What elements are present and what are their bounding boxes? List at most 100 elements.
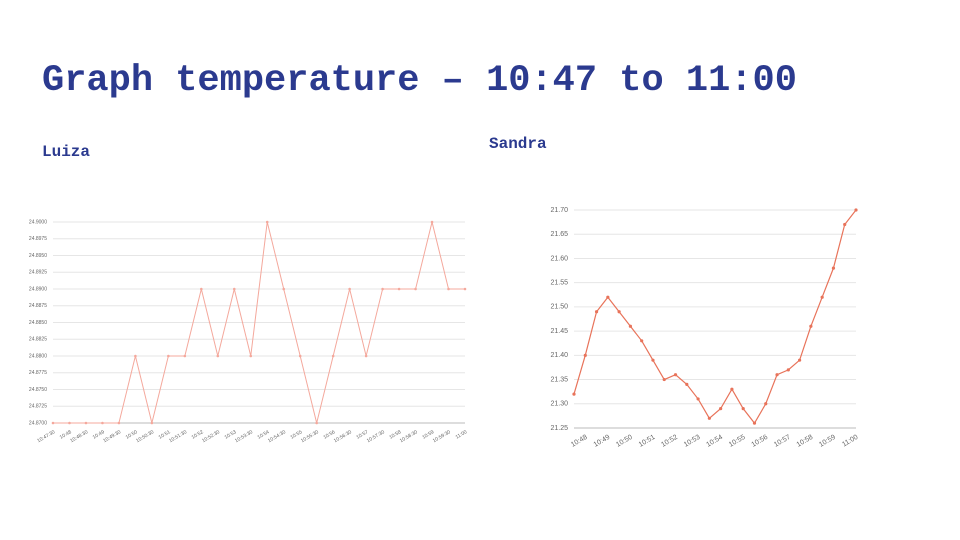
data-point [831,266,836,270]
y-tick-label: 24.8750 [29,387,47,393]
x-tick-label: 10:58:30 [399,429,419,444]
x-tick-label: 10:50:30 [135,429,155,444]
x-tick-label: 10:59 [421,429,435,441]
data-line [573,209,857,425]
data-point [651,358,655,362]
data-point [730,387,734,391]
x-tick-label: 10:48:30 [69,429,89,444]
data-point [298,354,302,358]
x-tick-label: 10:48 [59,429,73,441]
data-point [381,287,384,291]
data-point [854,208,858,212]
x-tick-label: 10:54 [257,429,271,441]
y-tick-label: 21.30 [550,401,568,408]
data-point [249,354,253,358]
y-tick-label: 24.8825 [29,337,47,343]
data-point [265,220,269,224]
x-tick-label: 10:55 [290,429,304,441]
x-tick-label: 10:59:30 [432,429,452,444]
y-tick-label: 24.9000 [29,219,47,225]
data-point [134,354,137,358]
data-point [617,310,621,314]
data-point [364,354,368,358]
y-tick-label: 24.8950 [29,253,47,259]
x-tick-label: 10:54:30 [267,429,287,444]
data-point [707,416,711,420]
data-point [150,421,154,425]
data-point [606,295,610,299]
x-tick-label: 10:57 [773,434,792,449]
slide-title: Graph temperature – 10:47 to 11:00 [42,60,797,102]
data-point [68,421,71,425]
data-point [696,397,700,401]
x-tick-label: 10:51 [158,429,172,441]
y-tick-label: 24.8900 [29,286,47,292]
data-point [786,368,790,372]
x-tick-label: 10:51:30 [168,429,188,444]
y-tick-label: 21.45 [550,328,568,335]
data-point [84,421,88,425]
data-point [820,295,824,299]
data-point [167,354,170,358]
data-point [282,287,286,291]
x-tick-label: 10:49 [92,429,106,441]
data-point [315,421,318,425]
y-tick-label: 24.8875 [29,303,47,309]
data-point [348,287,351,291]
x-tick-label: 10:53 [224,429,238,441]
data-point [628,324,633,328]
x-tick-label: 10:49 [593,434,612,449]
x-tick-label: 10:52:30 [201,429,221,444]
y-tick-label: 24.8925 [29,270,47,276]
y-tick-label: 21.40 [550,352,568,359]
data-point [685,382,689,386]
x-tick-label: 10:58 [388,429,402,441]
x-tick-label: 10:59 [818,434,837,449]
y-tick-label: 24.8850 [29,320,47,326]
x-tick-label: 10:56 [322,429,336,441]
x-tick-label: 10:55:30 [300,429,320,444]
data-point [775,373,779,377]
data-point [397,287,401,291]
y-tick-label: 21.60 [550,255,568,262]
y-tick-label: 24.8975 [29,236,47,242]
y-tick-label: 24.8800 [29,353,47,359]
x-tick-label: 10:53 [683,434,702,449]
data-point [572,392,576,396]
y-tick-label: 21.70 [550,207,568,214]
y-tick-label: 21.35 [550,376,568,383]
y-tick-label: 24.8775 [29,370,47,376]
data-line [53,221,465,424]
data-point [117,421,121,425]
data-point [662,377,666,382]
x-tick-label: 10:52 [191,429,205,441]
data-point [101,421,104,425]
x-tick-label: 10:54 [705,434,724,449]
data-point [232,287,236,291]
x-tick-label: 10:56:30 [333,429,353,444]
data-point [843,222,847,227]
data-point [51,421,55,425]
x-tick-label: 10:57:30 [366,429,386,444]
data-point [640,339,644,343]
data-point [583,353,587,357]
data-point [809,324,813,328]
x-tick-label: 10:55 [728,434,747,449]
data-point [331,354,335,358]
x-tick-label: 10:53:30 [234,429,254,444]
y-tick-label: 24.8700 [29,420,47,426]
data-point [798,358,802,362]
x-tick-label: 11:00 [455,429,469,440]
y-tick-label: 21.25 [550,425,568,432]
data-point [430,220,434,224]
x-tick-label: 10:52 [660,434,679,449]
x-tick-label: 10:47:30 [36,429,56,444]
data-point [594,310,599,314]
data-point [183,354,187,358]
data-point [673,373,678,377]
data-point [463,287,467,291]
x-tick-label: 11:00 [841,434,859,449]
x-tick-label: 10:51 [638,434,657,449]
